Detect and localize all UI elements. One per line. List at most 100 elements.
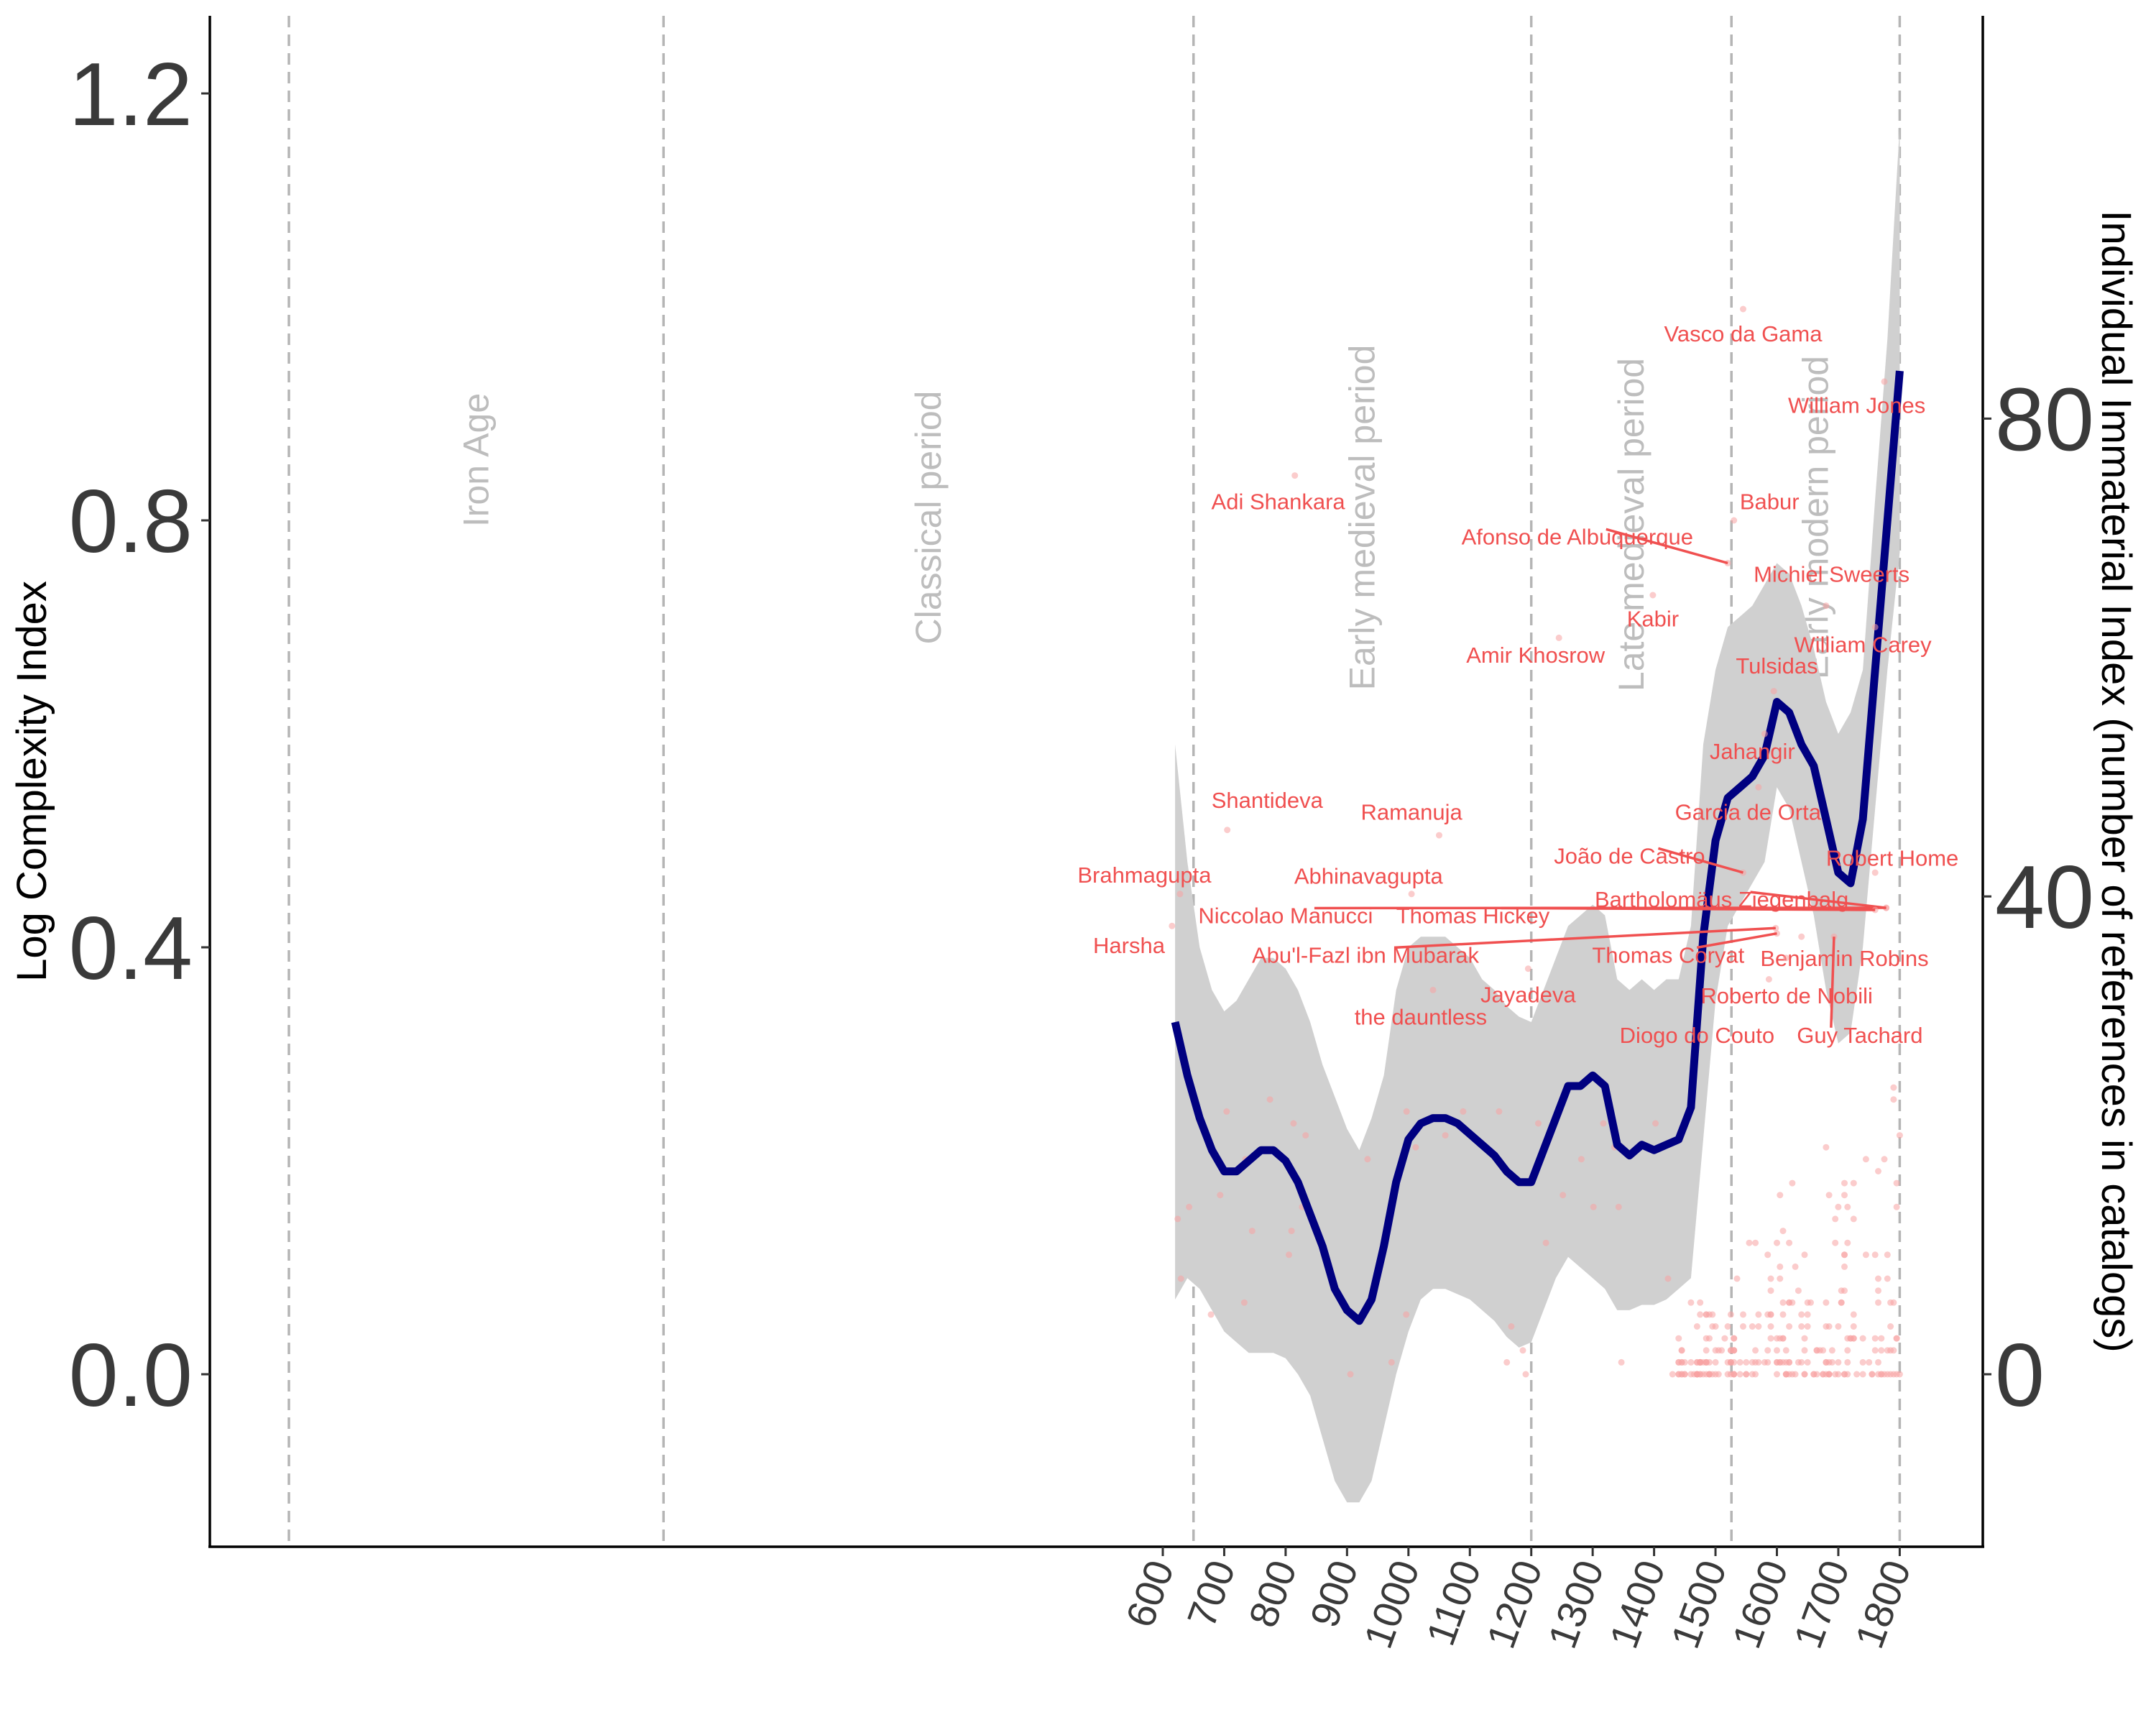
x-axis-tick-label: 600 [1117, 1555, 1182, 1633]
scatter-point [1835, 1323, 1842, 1330]
annotation-point [1731, 517, 1738, 524]
right-axis-tick-label: 40 [1995, 848, 2094, 947]
scatter-point [1823, 1299, 1830, 1306]
scatter-point [1687, 1299, 1695, 1306]
annotation-point [1224, 827, 1231, 834]
scatter-point [1875, 1275, 1881, 1282]
annotation-label: Vasco da Gama [1664, 321, 1823, 346]
scatter-point [1844, 1203, 1851, 1210]
scatter-point [1841, 1371, 1848, 1378]
scatter-point [1820, 1347, 1827, 1354]
scatter-point [1731, 1335, 1738, 1342]
scatter-point [1724, 1323, 1731, 1330]
scatter-point [1542, 1239, 1549, 1246]
scatter-point [1767, 1335, 1774, 1342]
scatter-point [1535, 1120, 1542, 1127]
annotation-label: Kabir [1627, 607, 1679, 632]
annotation-label: Harsha [1093, 933, 1166, 958]
scatter-point [1844, 1347, 1851, 1354]
scatter-point [1779, 1335, 1787, 1342]
annotation-label: Babur [1740, 489, 1800, 514]
annotation-leader-line [1696, 932, 1777, 949]
scatter-point [1835, 1358, 1842, 1366]
scatter-point [1774, 1347, 1780, 1354]
annotation-label: Abu'l-Fazl ibn Mubarak [1252, 942, 1480, 967]
scatter-point [1825, 1358, 1833, 1366]
annotation-point [1871, 869, 1879, 876]
scatter-point [1615, 1203, 1622, 1210]
scatter-point [1841, 1263, 1848, 1270]
scatter-point [1798, 1323, 1805, 1330]
scatter-point [1767, 1323, 1774, 1330]
scatter-point [1721, 1335, 1728, 1342]
annotation-point [1291, 472, 1299, 479]
scatter-point [1884, 1275, 1891, 1282]
scatter-point [1804, 1323, 1811, 1330]
scatter-point [1749, 1323, 1756, 1330]
scatter-point [1288, 1228, 1295, 1235]
scatter-point [1881, 1371, 1888, 1378]
scatter-point [1442, 1132, 1449, 1139]
scatter-point [1690, 1371, 1697, 1378]
scatter-point [1862, 1251, 1869, 1259]
scatter-point [1774, 1371, 1780, 1378]
scatter-point [1844, 1358, 1851, 1366]
scatter-point [1792, 1263, 1799, 1270]
annotation-label: Thomas Coryat [1592, 942, 1744, 967]
scatter-point [1388, 1358, 1395, 1366]
scatter-point [1364, 1156, 1371, 1163]
annotation-point [1871, 624, 1879, 630]
annotation-point [1881, 378, 1888, 385]
scatter-point [1777, 1192, 1784, 1199]
period-label: Classical period [908, 391, 949, 645]
scatter-point [1764, 1311, 1772, 1318]
scatter-point [1850, 1215, 1857, 1223]
x-axis-tick-label: 800 [1240, 1555, 1305, 1633]
annotation-label: William Carey [1795, 632, 1932, 657]
annotation-leader-line [1606, 528, 1728, 565]
scatter-point [1878, 1335, 1885, 1342]
scatter-point [1764, 1251, 1772, 1259]
annotation-label: Roberto de Nobili [1700, 983, 1873, 1008]
scatter-point [1825, 1192, 1833, 1199]
scatter-point [1403, 1108, 1410, 1115]
scatter-point [1177, 1275, 1184, 1282]
annotation-point [1740, 305, 1746, 313]
trend-line-layer [1171, 370, 1904, 1325]
scatter-point [1875, 1287, 1881, 1294]
annotation-point [1761, 730, 1768, 737]
scatter-point [1217, 1192, 1224, 1199]
scatter-point [1703, 1347, 1710, 1354]
left-axis-tick-label: 1.2 [69, 45, 193, 144]
period-label: Early medieval period [1342, 345, 1383, 691]
annotation-label: Ramanuja [1360, 799, 1462, 824]
annotation-point [1524, 965, 1531, 972]
period-layer: Iron Age Classical period Early medieval p… [287, 16, 1902, 1547]
scatter-point [1403, 1311, 1410, 1318]
scatter-points-layer [1174, 1084, 1903, 1378]
scatter-point [1767, 1287, 1774, 1294]
left-axis-tick-label: 0.4 [69, 899, 193, 998]
scatter-point [1736, 1358, 1743, 1366]
scatter-point [1706, 1358, 1713, 1366]
scatter-point [1859, 1358, 1866, 1366]
scatter-point [1841, 1287, 1848, 1294]
scatter-point [1752, 1358, 1759, 1366]
scatter-point [1266, 1096, 1273, 1103]
scatter-point [1752, 1347, 1759, 1354]
annotation-layer: Vasco da Gama William Jones Adi Shankara Ba… [1077, 305, 1958, 1048]
scatter-point [1712, 1358, 1719, 1366]
scatter-point [1743, 1371, 1750, 1378]
scatter-point [1871, 1335, 1879, 1342]
scatter-point [1697, 1311, 1704, 1318]
scatter-point [1731, 1358, 1738, 1366]
scatter-point [1709, 1371, 1716, 1378]
scatter-point [1825, 1323, 1833, 1330]
scatter-point [1779, 1299, 1787, 1306]
scatter-point [1850, 1311, 1857, 1318]
confidence-band [1175, 125, 1900, 1503]
scatter-point [1706, 1311, 1713, 1318]
scatter-point [1678, 1347, 1685, 1354]
scatter-point [1875, 1299, 1881, 1306]
scatter-point [1681, 1371, 1688, 1378]
